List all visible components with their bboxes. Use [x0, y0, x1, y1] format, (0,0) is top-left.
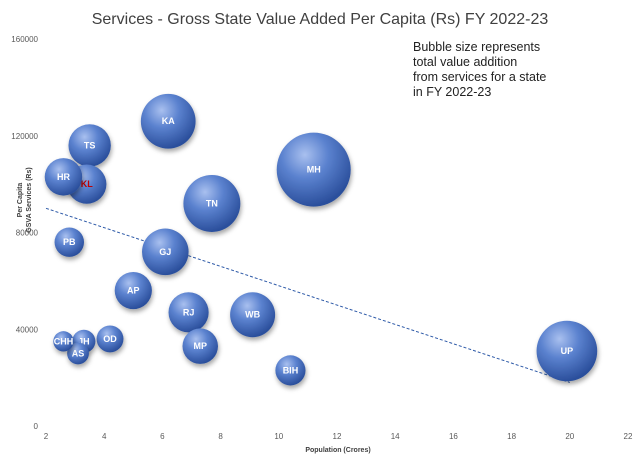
y-axis-title-line-1: Per Capita	[17, 183, 24, 218]
bubble-chh: CHH	[53, 331, 74, 352]
y-tick-label: 160000	[11, 35, 38, 44]
bubble-label: OD	[103, 334, 117, 344]
bubble-mp: MP	[182, 328, 218, 364]
bubble-label: KA	[162, 116, 175, 126]
bubble-label: KL	[81, 179, 93, 189]
x-tick-label: 8	[218, 432, 223, 441]
bubble-circle	[44, 158, 83, 196]
bubble-circle	[54, 227, 85, 257]
bubble-circle	[68, 124, 111, 167]
y-tick-label: 40000	[16, 325, 39, 334]
bubble-label: PB	[63, 237, 76, 247]
x-tick-label: 14	[391, 432, 400, 441]
bubble-circle	[53, 331, 74, 352]
x-tick-label: 6	[160, 432, 165, 441]
bubble-tn: TN	[183, 174, 241, 232]
note-line-2: total value addition	[413, 55, 518, 69]
bubble-label: MH	[307, 165, 321, 175]
bubble-circle	[96, 325, 124, 353]
bubble-series: MH UP TN KA GJ WB TS RJ KL HR AP MP BIH PB OD JH AS CHH	[44, 93, 598, 386]
bubble-circle	[183, 174, 241, 232]
x-tick-label: 12	[333, 432, 342, 441]
x-axis-title: Population (Crores)	[305, 447, 370, 454]
bubble-label: GJ	[159, 247, 171, 257]
bubble-pb: PB	[54, 227, 85, 257]
bubble-circle	[140, 93, 196, 149]
bubble-label: AP	[127, 286, 140, 296]
bubble-rj: RJ	[168, 292, 209, 333]
bubble-circle	[230, 292, 276, 338]
bubble-label: UP	[561, 346, 574, 356]
bubble-ts: TS	[68, 124, 111, 167]
bubble-ka: KA	[140, 93, 196, 149]
note-line-4: in FY 2022-23	[413, 85, 492, 99]
bubble-as: AS	[67, 342, 89, 365]
bubble-mh: MH	[276, 132, 351, 207]
x-tick-label: 20	[565, 432, 574, 441]
y-tick-label: 120000	[11, 132, 38, 141]
bubble-circle	[168, 292, 209, 333]
bubble-label: BIH	[283, 365, 299, 375]
note-line-3: from services for a state	[413, 70, 547, 84]
bubble-circle	[142, 228, 189, 276]
bubble-label: HR	[57, 172, 70, 182]
bubble-circle	[536, 320, 598, 382]
bubble-bih: BIH	[275, 355, 306, 386]
bubble-label: AS	[72, 348, 85, 358]
x-tick-label: 10	[274, 432, 283, 441]
bubble-circle	[276, 132, 351, 207]
y-tick-label: 0	[34, 422, 39, 431]
y-axis-title-line-2: GSVA Services (Rs)	[26, 167, 33, 232]
bubble-wb: WB	[230, 292, 276, 338]
note-line-1: Bubble size represents	[413, 40, 541, 54]
x-tick-label: 4	[102, 432, 107, 441]
bubble-label: TS	[84, 140, 96, 150]
bubble-circle	[114, 271, 152, 310]
bubble-od: OD	[96, 325, 124, 353]
bubble-hr: HR	[44, 158, 83, 196]
bubble-gj: GJ	[142, 228, 189, 276]
y-tick-label: 80000	[16, 229, 39, 238]
bubble-label: MP	[193, 341, 207, 351]
x-tick-label: 16	[449, 432, 458, 441]
x-tick-label: 2	[44, 432, 49, 441]
trendline	[45, 207, 570, 383]
bubble-label: CHH	[54, 336, 74, 346]
bubble-size-note: Bubble size represents total value addit…	[413, 40, 593, 100]
y-axis: 0 40000 80000 120000 160000	[11, 35, 38, 431]
x-tick-label: 18	[507, 432, 516, 441]
bubble-circle	[67, 342, 89, 365]
chart-title: Services - Gross State Value Added Per C…	[92, 11, 549, 28]
bubble-up: UP	[536, 320, 598, 382]
x-axis: 2 4 6 8 10 12 14 16 18 20 22	[44, 432, 633, 441]
bubble-circle	[182, 328, 218, 364]
bubble-circle	[275, 355, 306, 386]
bubble-label: TN	[206, 198, 218, 208]
x-tick-label: 22	[624, 432, 633, 441]
y-axis-title: Per Capita GSVA Services (Rs)	[17, 167, 33, 232]
bubble-ap: AP	[114, 271, 152, 310]
bubble-label: WB	[245, 310, 260, 320]
bubble-label: RJ	[183, 307, 195, 317]
bubble-label: JH	[78, 336, 90, 346]
